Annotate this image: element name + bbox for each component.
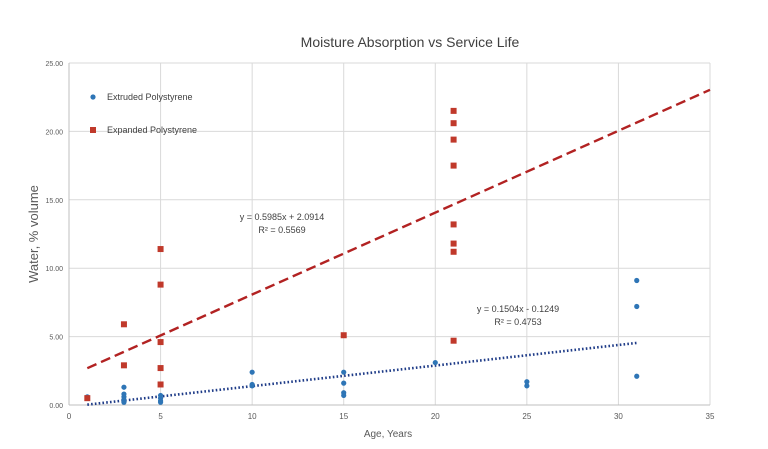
- trendline-r-squared: R² = 0.4753: [494, 317, 541, 327]
- trendlines: [86, 88, 711, 406]
- data-point-expanded: [84, 395, 91, 402]
- y-tick-label: 5.00: [49, 335, 63, 342]
- legend-marker-extruded: [90, 94, 96, 100]
- data-point-expanded: [157, 339, 164, 346]
- data-points: [84, 107, 640, 405]
- data-point-expanded: [450, 162, 457, 169]
- data-point-extruded: [341, 392, 347, 399]
- trendline-equation: y = 0.5985x + 2.0914: [240, 212, 325, 222]
- data-point-expanded: [157, 246, 164, 253]
- y-tick-label: 10.00: [45, 266, 63, 273]
- data-point-expanded: [120, 321, 127, 328]
- trendline-expanded: [86, 88, 711, 370]
- axes: 0 5 10 15 20 25 30 35 0.00 5.00 10.00 15.00 20.00 25.…: [45, 61, 715, 421]
- data-point-extruded: [634, 303, 640, 310]
- data-point-extruded: [157, 399, 164, 405]
- data-point-extruded: [341, 369, 347, 375]
- data-point-expanded: [450, 248, 457, 255]
- x-tick-label: 0: [67, 412, 72, 421]
- data-point-expanded: [450, 107, 457, 114]
- y-tick-label: 0.00: [49, 403, 63, 410]
- x-tick-label: 5: [158, 412, 163, 421]
- x-tick-label: 10: [248, 412, 257, 421]
- legend-label: Expanded Polystyrene: [107, 125, 197, 135]
- data-point-extruded: [432, 359, 438, 366]
- legend-marker-expanded: [90, 127, 96, 133]
- x-tick-label: 15: [339, 412, 348, 421]
- data-point-expanded: [157, 365, 164, 372]
- data-point-expanded: [450, 337, 457, 344]
- legend: Extruded Polystyrene Expanded Polystyrene: [90, 92, 197, 135]
- data-point-expanded: [450, 120, 457, 127]
- legend-label: Extruded Polystyrene: [107, 92, 193, 102]
- y-tick-label: 25.00: [45, 61, 63, 68]
- x-axis-label: Age, Years: [364, 429, 412, 440]
- labels: Moisture Absorption vs Service Life Age, …: [26, 34, 559, 440]
- trendline-equation: y = 0.1504x - 0.1249: [477, 304, 559, 314]
- data-point-expanded: [340, 332, 347, 339]
- y-axis-label: Water, % volume: [26, 185, 41, 283]
- x-tick-label: 35: [706, 412, 715, 421]
- data-point-extruded: [634, 277, 640, 284]
- data-point-extruded: [341, 380, 347, 386]
- x-tick-label: 30: [614, 412, 623, 421]
- data-point-extruded: [634, 373, 640, 379]
- trendline-extruded: [87, 341, 637, 406]
- chart-title: Moisture Absorption vs Service Life: [301, 34, 520, 50]
- data-point-expanded: [157, 381, 164, 388]
- data-point-extruded: [121, 399, 127, 405]
- data-point-extruded: [524, 383, 530, 389]
- trendline-r-squared: R² = 0.5569: [258, 225, 305, 235]
- data-point-expanded: [450, 136, 457, 143]
- data-point-expanded: [120, 362, 127, 369]
- data-point-expanded: [157, 281, 164, 288]
- grid: [69, 62, 711, 405]
- y-tick-label: 20.00: [45, 129, 63, 136]
- data-point-extruded: [121, 384, 127, 390]
- data-point-extruded: [524, 379, 530, 385]
- x-tick-label: 20: [431, 412, 440, 421]
- x-tick-label: 25: [522, 412, 531, 421]
- data-point-extruded: [249, 369, 255, 375]
- y-tick-label: 15.00: [45, 198, 63, 205]
- data-point-expanded: [450, 221, 457, 228]
- data-point-extruded: [249, 383, 255, 389]
- data-point-expanded: [450, 240, 457, 247]
